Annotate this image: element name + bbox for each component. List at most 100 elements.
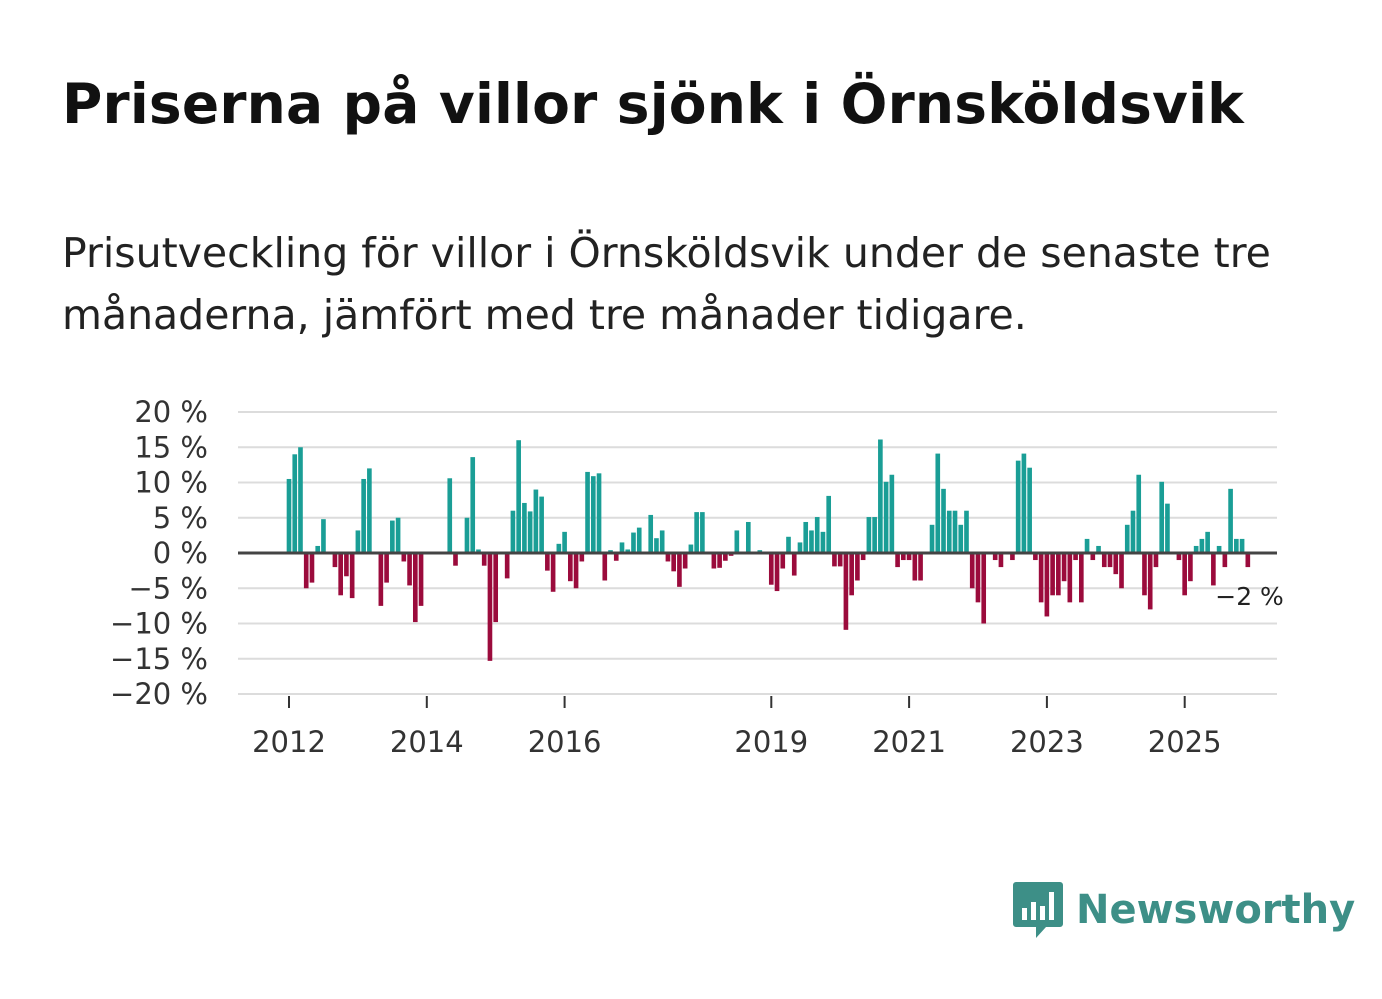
bar: [1136, 474, 1142, 553]
bar: [464, 517, 470, 553]
bar: [504, 553, 510, 579]
bar: [1159, 481, 1165, 553]
bar: [1096, 545, 1101, 553]
bar: [855, 553, 860, 581]
last-value-label: −2 %: [1215, 582, 1284, 611]
bar: [895, 553, 900, 568]
bar: [355, 530, 361, 553]
bar: [946, 510, 952, 553]
bar: [774, 553, 780, 592]
bar: [590, 476, 596, 553]
bar: [1061, 553, 1067, 582]
bar: [395, 517, 401, 553]
bar: [539, 496, 544, 553]
bar: [688, 544, 694, 553]
bar: [556, 543, 562, 553]
bar: [659, 530, 665, 553]
bar: [952, 510, 958, 553]
bar: [809, 530, 814, 553]
bar: [837, 553, 843, 567]
bar: [912, 553, 918, 581]
y-tick-label: −10 %: [110, 607, 208, 641]
bar: [1010, 553, 1015, 561]
price-change-bar-chart: 20 %15 %10 %5 %0 %−5 %−10 %−15 %−20 % 20…: [110, 395, 1284, 759]
bar: [723, 553, 728, 561]
chart-bars-icon: [1013, 882, 1063, 938]
bar: [338, 553, 343, 596]
bar: [453, 553, 458, 566]
bar: [1101, 553, 1107, 568]
bar: [958, 524, 964, 553]
bar: [648, 514, 654, 553]
x-axis-ticks: 2012 2014 2016 2019 2021 2023 2025: [238, 693, 1277, 759]
bar: [303, 553, 309, 589]
bar: [596, 473, 602, 553]
bar: [797, 542, 803, 553]
bar: [768, 553, 774, 585]
bar: [820, 531, 826, 553]
bar: [625, 549, 631, 553]
bar: [1216, 545, 1222, 553]
bar: [1084, 538, 1090, 553]
bar: [717, 553, 722, 568]
bar: [367, 468, 372, 553]
bar: [1205, 531, 1210, 553]
bar: [981, 553, 987, 624]
bar: [545, 553, 550, 571]
brand-logo: Newsworthy: [1012, 880, 1355, 940]
bar: [522, 502, 527, 553]
bar: [361, 478, 366, 553]
bar: [1090, 553, 1096, 561]
bar: [671, 553, 676, 572]
bar: [860, 553, 866, 561]
bar: [1033, 553, 1038, 561]
x-tick-label: 2021: [872, 725, 946, 759]
bar: [786, 536, 791, 553]
bar: [401, 553, 407, 562]
brand-name: Newsworthy: [1076, 887, 1356, 933]
bar: [711, 553, 717, 569]
bar: [1130, 510, 1136, 553]
bar: [1124, 524, 1130, 553]
bar: [1182, 553, 1187, 596]
bar: [1056, 553, 1061, 596]
bar: [510, 510, 516, 553]
bar: [349, 553, 355, 599]
y-tick-label: 10 %: [134, 466, 208, 500]
bar: [292, 454, 298, 553]
y-tick-label: 15 %: [134, 430, 208, 464]
bar: [1038, 553, 1044, 603]
bar: [407, 553, 412, 586]
bar: [998, 553, 1004, 568]
bar: [878, 439, 883, 553]
bar: [992, 553, 998, 561]
bar: [780, 553, 786, 569]
bar: [832, 553, 837, 567]
bar: [901, 553, 906, 561]
bar: [481, 553, 487, 566]
bar: [791, 553, 797, 576]
bar: [562, 531, 567, 553]
bar: [533, 489, 539, 553]
bar: [843, 553, 849, 630]
bar: [929, 524, 935, 553]
x-tick-label: 2025: [1148, 725, 1222, 759]
y-axis-ticks: 20 %15 %10 %5 %0 %−5 %−10 %−15 %−20 %: [110, 395, 208, 711]
bar: [585, 471, 590, 553]
bar: [700, 512, 705, 553]
bar: [573, 553, 579, 589]
bar: [872, 517, 877, 553]
bar: [1113, 553, 1119, 575]
bar: [309, 553, 315, 583]
y-tick-label: −5 %: [128, 571, 208, 605]
bar: [941, 488, 946, 553]
bar: [332, 553, 338, 568]
bar: [1079, 553, 1084, 603]
bar: [476, 549, 481, 553]
x-tick-label: 2014: [390, 725, 464, 759]
bar: [677, 553, 682, 587]
bar: [849, 553, 854, 596]
bar: [1153, 553, 1159, 568]
bar: [412, 553, 418, 623]
bar: [1176, 553, 1182, 561]
